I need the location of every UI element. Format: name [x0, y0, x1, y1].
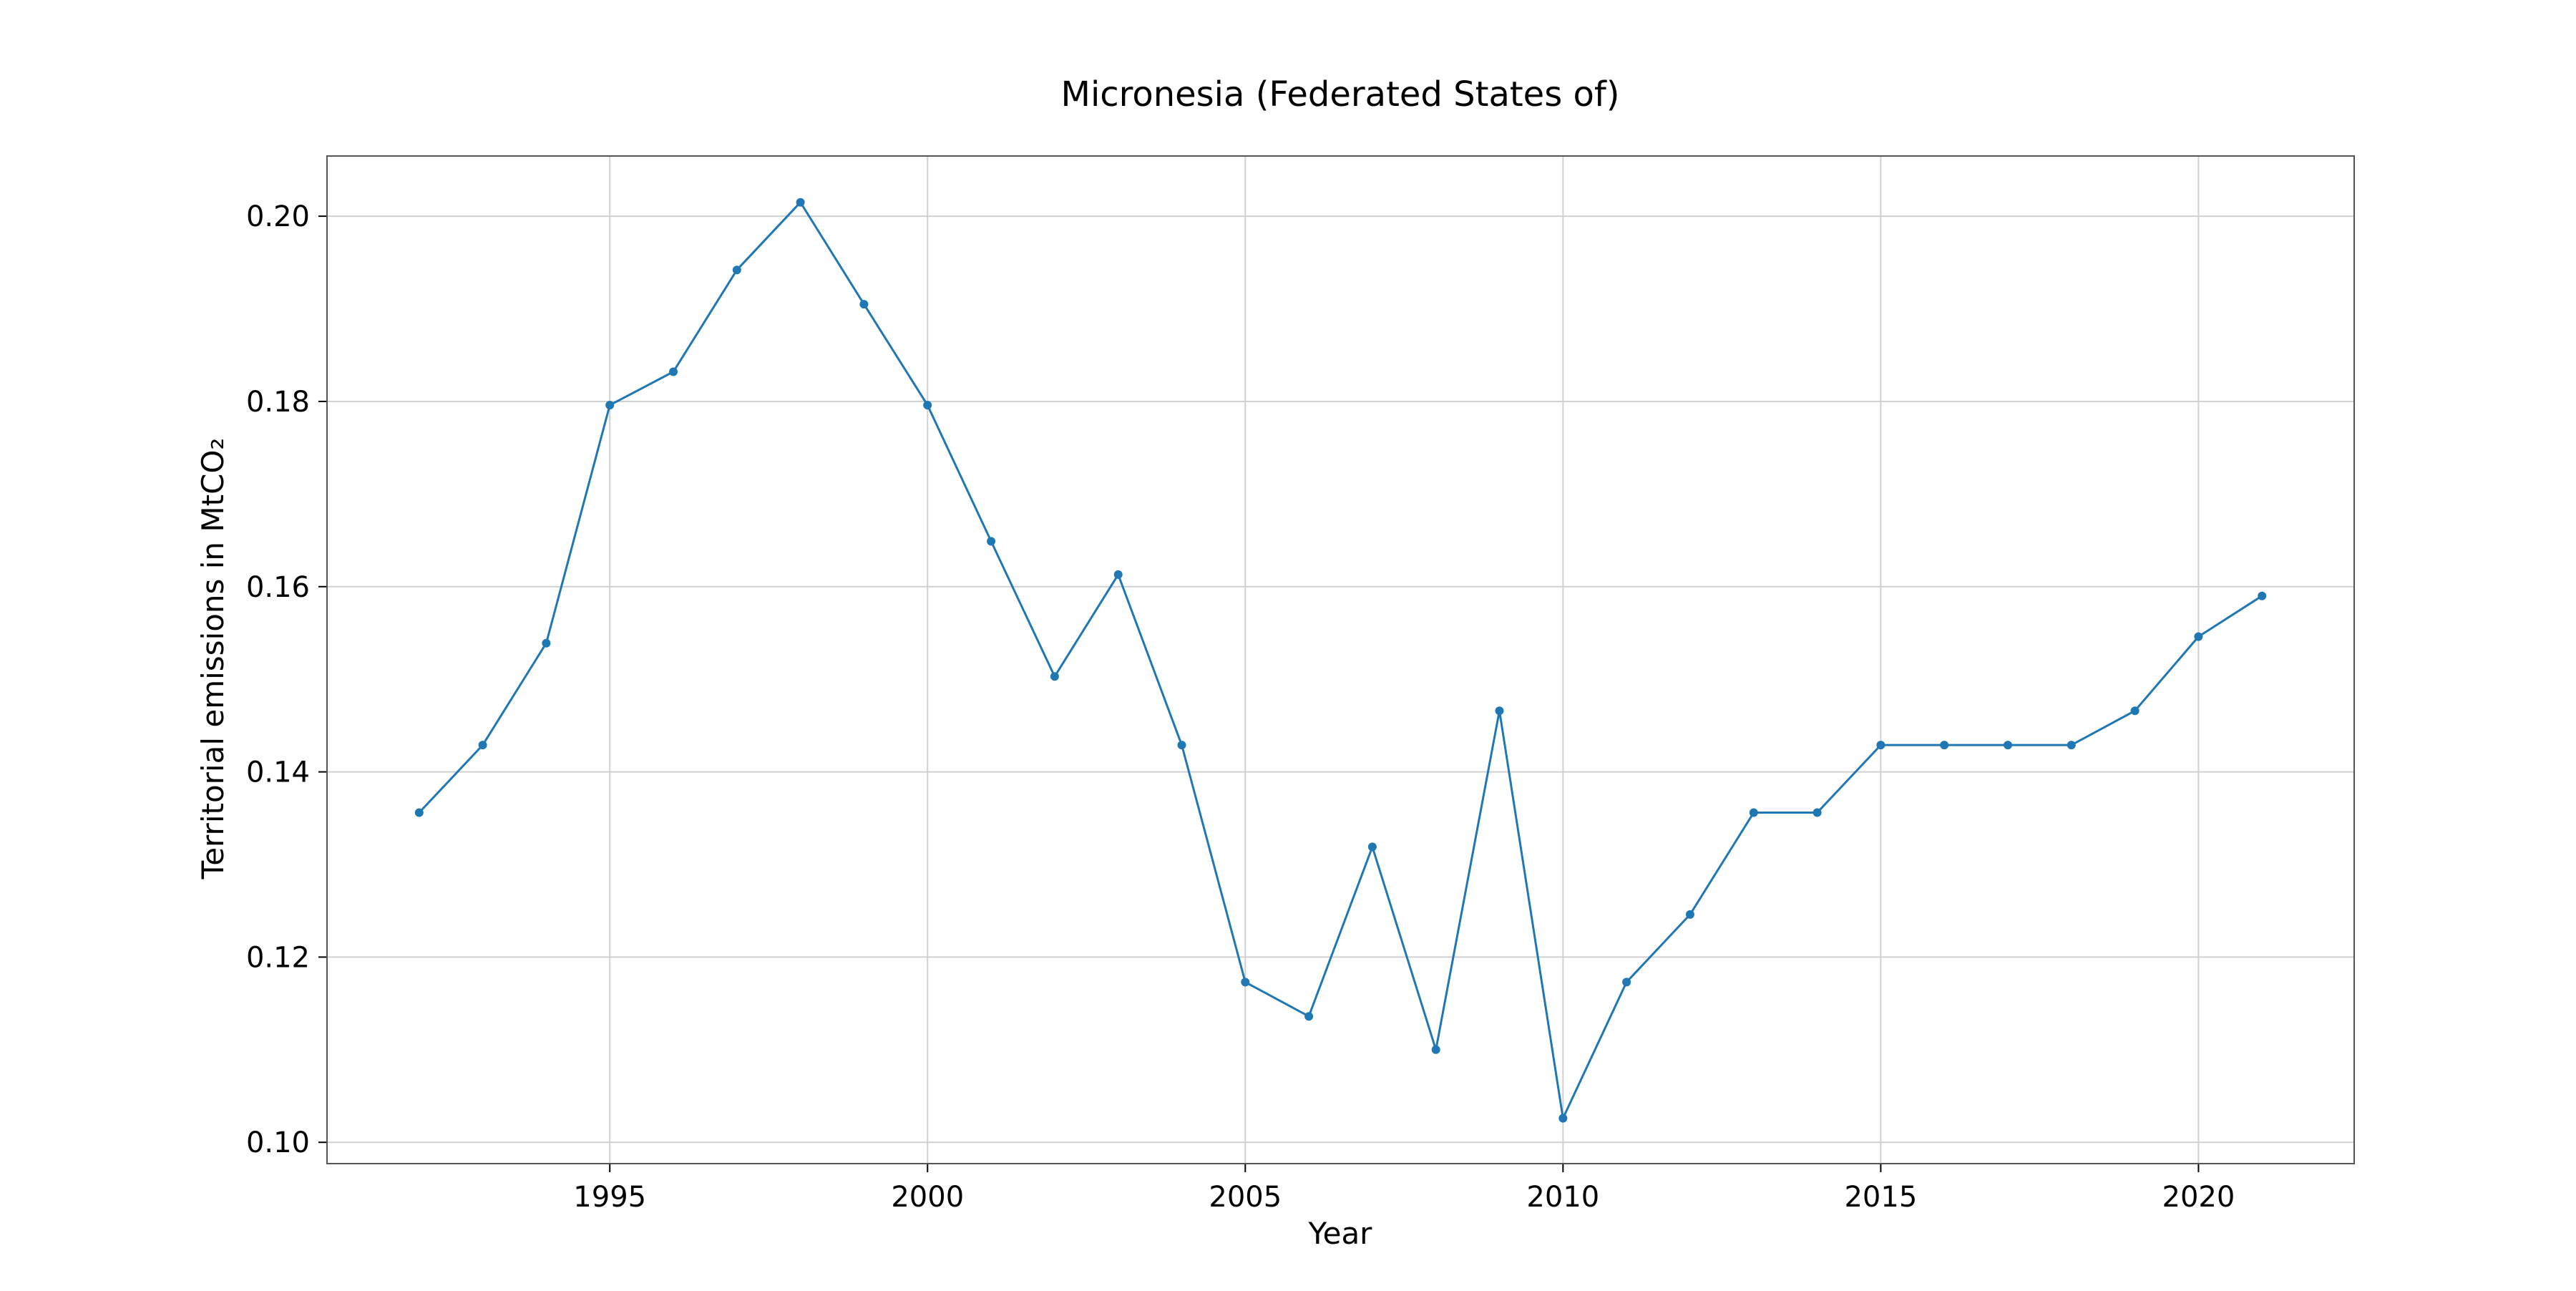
- data-point: [478, 741, 487, 750]
- data-point: [2130, 706, 2140, 716]
- data-point: [2067, 741, 2076, 750]
- y-tick-label: 0.16: [246, 571, 310, 604]
- data-point: [1050, 672, 1059, 681]
- data-point: [1940, 741, 1949, 750]
- data-point: [2194, 632, 2203, 641]
- data-point: [1813, 808, 1822, 817]
- y-axis-label: Territorial emissions in MtCO₂: [195, 438, 230, 880]
- series-layer: [414, 198, 2267, 1123]
- data-point: [1495, 706, 1504, 716]
- series-line: [418, 201, 2263, 1120]
- axis-ticks: 1995 2000 2005 2010 2015 2020 0.10 0.12 0.14 0.16…: [246, 200, 2235, 1214]
- data-point: [859, 300, 869, 309]
- data-point: [923, 401, 932, 410]
- y-tick-label: 0.20: [246, 200, 310, 233]
- y-tick-label: 0.12: [246, 941, 310, 974]
- x-tick-label: 2015: [1844, 1181, 1917, 1214]
- data-point: [2004, 741, 2012, 750]
- y-tick-label: 0.18: [246, 386, 310, 419]
- x-tick-label: 2005: [1209, 1181, 1282, 1214]
- data-point: [1177, 741, 1186, 750]
- data-point: [542, 638, 551, 648]
- x-tick-label: 1995: [573, 1181, 646, 1214]
- data-point: [1113, 570, 1123, 579]
- data-point: [1622, 978, 1631, 987]
- data-point: [1304, 1012, 1314, 1021]
- grid-lines: [327, 156, 2354, 1164]
- y-tick-label: 0.10: [246, 1126, 310, 1159]
- x-tick-label: 2000: [891, 1181, 964, 1214]
- x-tick-label: 2010: [1526, 1181, 1599, 1214]
- y-tick-label: 0.14: [246, 756, 310, 789]
- data-point: [605, 401, 615, 410]
- data-point: [732, 265, 741, 275]
- data-point: [1367, 842, 1377, 852]
- x-tick-label: 2020: [2162, 1181, 2235, 1214]
- plot-frame: [326, 155, 2355, 1164]
- data-point: [1749, 808, 1758, 817]
- x-axis-label: Year: [1308, 1216, 1373, 1251]
- data-point: [414, 808, 424, 817]
- data-point: [1876, 741, 1885, 750]
- data-point: [796, 198, 805, 207]
- data-point: [1685, 910, 1694, 919]
- data-point: [2258, 591, 2267, 600]
- data-point: [1558, 1114, 1568, 1123]
- data-point: [987, 537, 996, 546]
- data-point: [669, 367, 678, 376]
- chart-title: Micronesia (Federated States of): [1061, 74, 1620, 115]
- data-point: [1431, 1045, 1440, 1054]
- data-point: [1241, 978, 1250, 987]
